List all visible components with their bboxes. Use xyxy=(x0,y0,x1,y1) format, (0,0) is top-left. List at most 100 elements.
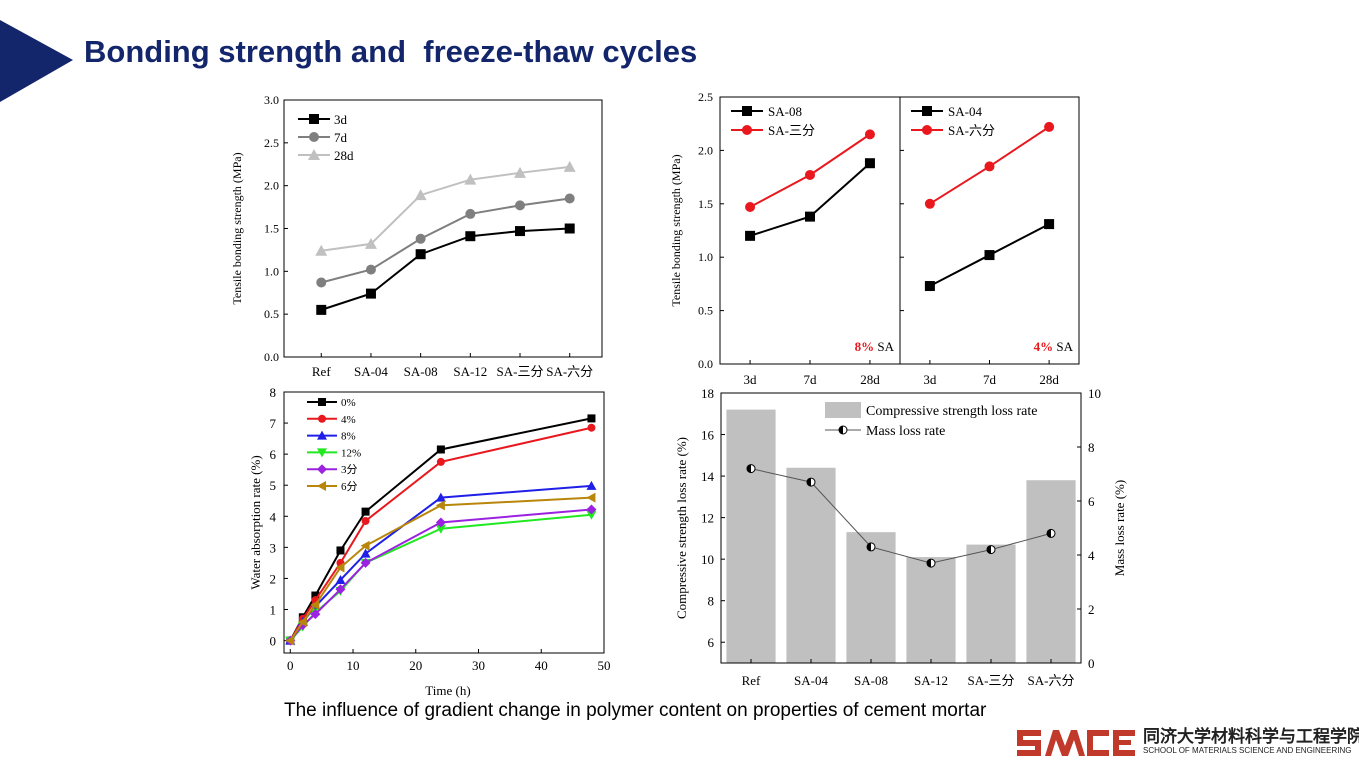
data-point xyxy=(414,189,427,201)
x-tick-label: SA-12 xyxy=(453,364,487,379)
x-tick-label: 10 xyxy=(347,658,360,673)
legend-label: Mass loss rate xyxy=(866,424,945,439)
smse-logo-mark xyxy=(1017,730,1135,756)
y2-tick-label: 10 xyxy=(1088,386,1101,401)
legend-marker xyxy=(317,430,327,440)
data-point xyxy=(365,288,376,299)
plot-frame xyxy=(283,391,605,654)
data-point xyxy=(587,414,596,423)
data-point xyxy=(864,129,875,140)
data-point xyxy=(586,480,597,490)
y-tick-label: 0.5 xyxy=(698,304,713,318)
x-tick-label: SA-08 xyxy=(404,364,438,379)
legend-marker xyxy=(317,481,326,491)
slide-title: Bonding strength and freeze-thaw cycles xyxy=(84,34,698,69)
data-point xyxy=(1044,219,1055,230)
y-tick-label: 5 xyxy=(270,478,277,493)
legend-label: 8% xyxy=(341,431,356,443)
x-tick-label: 0 xyxy=(287,658,294,673)
data-point xyxy=(311,591,320,600)
series-line xyxy=(750,468,1052,564)
panel-annotation: 4% SA xyxy=(1034,339,1074,354)
y-tick-label: 1 xyxy=(270,603,277,618)
data-point xyxy=(805,169,815,180)
y-tick-label: 3 xyxy=(270,540,277,555)
data-point xyxy=(806,477,816,487)
data-point xyxy=(986,545,996,555)
x-tick-label: 30 xyxy=(472,658,485,673)
data-point xyxy=(514,166,527,178)
x-tick-label: 7d xyxy=(804,372,818,387)
y-axis-label: Compressive strength loss rate (%) xyxy=(674,437,689,619)
data-point xyxy=(515,226,526,237)
y-tick-label: 10 xyxy=(701,552,714,567)
figure-caption: The influence of gradient change in poly… xyxy=(284,700,987,721)
legend-marker xyxy=(922,106,932,116)
legend-marker xyxy=(309,114,319,124)
y-tick-label: 0.0 xyxy=(264,350,279,364)
x-tick-label: SA-08 xyxy=(854,673,888,688)
y-tick-label: 12 xyxy=(701,511,714,526)
data-point xyxy=(316,277,327,288)
x-axis-label: Time (h) xyxy=(425,683,470,698)
x-tick-label: 28d xyxy=(860,372,880,387)
y2-tick-label: 0 xyxy=(1088,656,1095,671)
data-point xyxy=(864,158,875,169)
x-tick-label: SA-三分 xyxy=(497,364,544,379)
legend-label: Compressive strength loss rate xyxy=(866,404,1037,419)
legend-marker xyxy=(318,398,326,406)
y2-tick-label: 4 xyxy=(1088,548,1095,563)
data-point xyxy=(746,464,756,474)
data-point xyxy=(365,264,376,275)
data-point xyxy=(515,200,526,211)
series-line xyxy=(320,227,570,311)
y-tick-label: 1.0 xyxy=(698,250,713,264)
data-point xyxy=(361,516,370,525)
x-tick-label: 40 xyxy=(535,658,548,673)
y-tick-label: 3.0 xyxy=(264,93,279,107)
legend-bar-swatch xyxy=(825,402,861,418)
legend-marker xyxy=(317,448,327,458)
legend-marker xyxy=(318,414,326,423)
bar xyxy=(846,532,896,663)
x-tick-label: Ref xyxy=(312,364,331,379)
x-tick-label: Ref xyxy=(742,673,761,688)
data-point xyxy=(924,198,935,209)
legend-label: 7d xyxy=(334,130,348,145)
y-tick-label: 4 xyxy=(270,509,277,524)
bar xyxy=(786,467,836,663)
data-point xyxy=(335,562,345,573)
y2-tick-label: 8 xyxy=(1088,440,1095,455)
y-tick-label: 1.5 xyxy=(698,197,713,211)
y-tick-label: 8 xyxy=(270,385,277,400)
data-point xyxy=(465,208,476,219)
data-point xyxy=(926,558,936,568)
y-tick-label: 2.5 xyxy=(264,136,279,150)
y-tick-label: 18 xyxy=(701,386,714,401)
data-point xyxy=(435,492,446,502)
legend-marker xyxy=(742,125,752,135)
y-tick-label: 0 xyxy=(270,634,277,649)
school-logo: 同济大学材料科学与工程学院 SCHOOL OF MATERIALS SCIENC… xyxy=(1015,722,1359,760)
x-tick-label: 20 xyxy=(409,658,422,673)
y2-tick-label: 2 xyxy=(1088,602,1095,617)
legend-marker xyxy=(838,425,848,435)
data-point xyxy=(587,423,596,432)
data-point xyxy=(415,249,426,260)
data-point xyxy=(336,546,345,555)
data-point xyxy=(285,635,295,646)
data-point xyxy=(563,160,576,172)
data-point xyxy=(866,542,876,552)
legend-label: SA-六分 xyxy=(948,123,995,138)
data-point xyxy=(586,504,597,515)
data-point xyxy=(435,500,445,511)
legend-label: 0% xyxy=(341,397,356,409)
legend-marker xyxy=(308,149,320,160)
y-tick-label: 6 xyxy=(270,447,277,462)
panel-annotation: 8% SA xyxy=(855,339,895,354)
bar xyxy=(906,557,956,663)
y-axis-label: Tensile bonding strength (MPa) xyxy=(669,154,683,306)
